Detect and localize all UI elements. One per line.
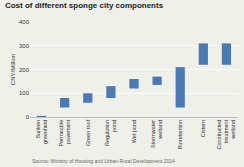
svg-text:200: 200 [19,67,30,73]
svg-text:Regulationpond: Regulationpond [104,120,117,146]
svg-text:Source: Ministry of Housing an: Source: Ministry of Housing and Urban-Ru… [32,158,175,164]
svg-text:Green roof: Green roof [85,119,91,146]
svg-text:Bioretention: Bioretention [177,120,183,149]
svg-text:CNY/Million: CNY/Million [10,54,16,85]
svg-text:400: 400 [19,19,30,25]
svg-text:100: 100 [19,90,30,96]
svg-text:Stormwaterwetland: Stormwaterwetland [150,120,163,148]
svg-text:Permeablepavement: Permeablepavement [58,119,71,146]
svg-text:0: 0 [26,114,30,120]
svg-text:Constructedtreatmentwetland: Constructedtreatmentwetland [216,119,236,149]
svg-text:300: 300 [19,43,30,49]
svg-text:Cistern: Cistern [200,120,206,137]
svg-text:Sunkengreenfield: Sunkengreenfield [35,120,48,144]
svg-text:Wet pond: Wet pond [131,120,137,143]
svg-text:Cost of different sponge city: Cost of different sponge city components [5,1,164,10]
